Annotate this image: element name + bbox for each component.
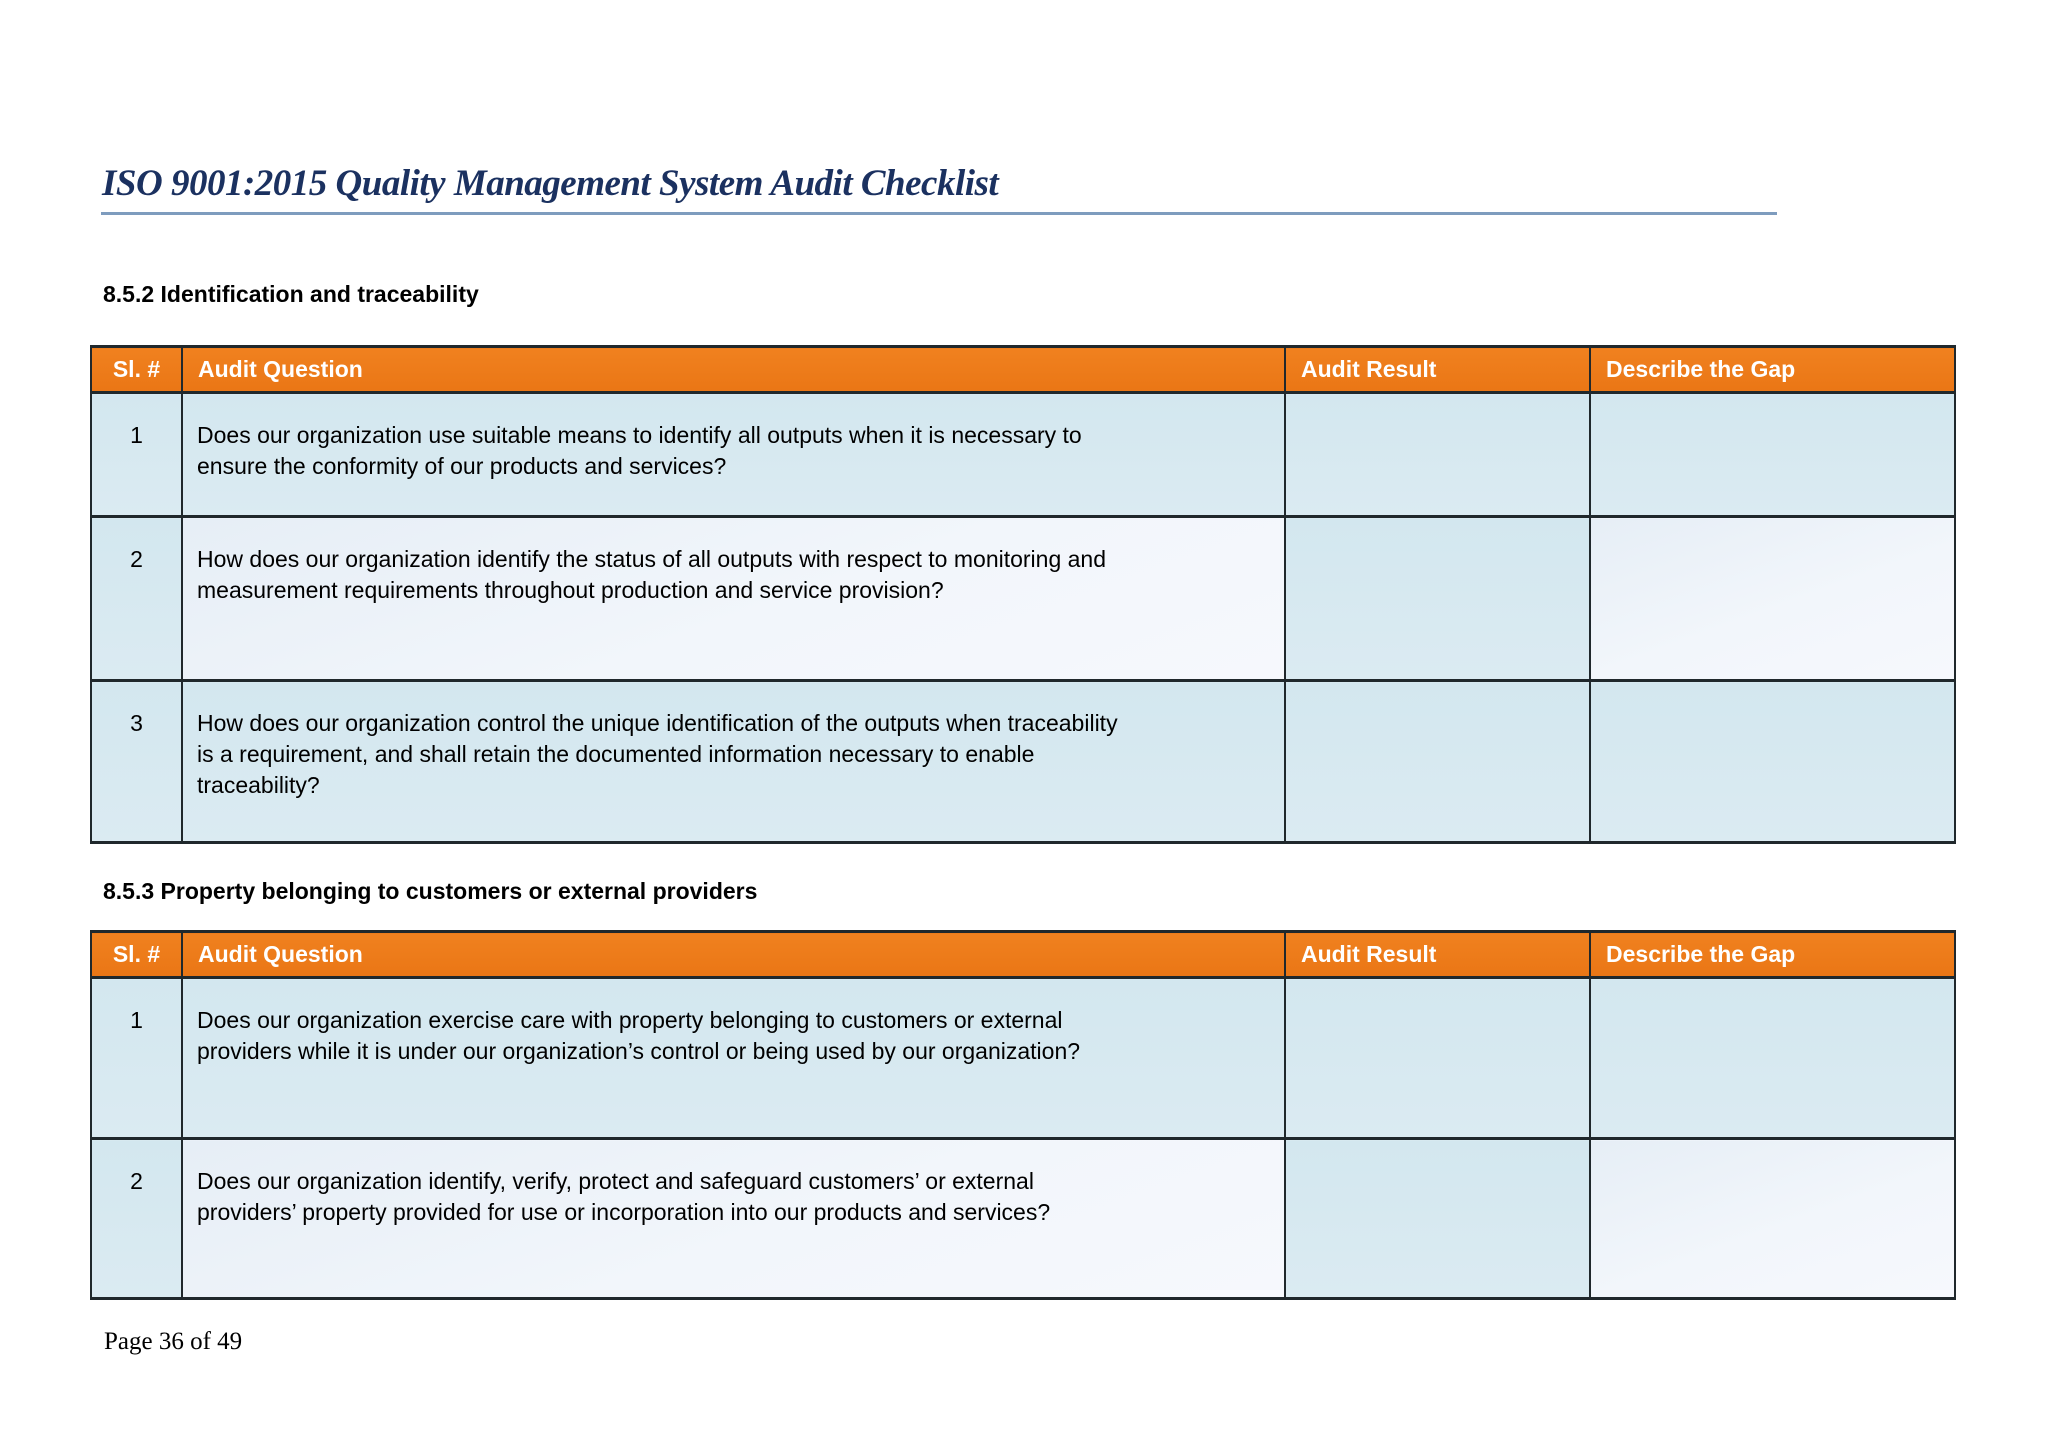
audit-question-cell: Does our organization exercise care with… xyxy=(181,976,1286,1140)
section-heading-852: 8.5.2 Identification and traceability xyxy=(103,281,479,307)
audit-question-cell: Does our organization identify, verify, … xyxy=(181,1137,1286,1300)
column-header-sl: Sl. # xyxy=(90,930,183,979)
describe-gap-cell[interactable] xyxy=(1589,515,1956,682)
audit-question-cell: How does our organization identify the s… xyxy=(181,515,1286,682)
page-footer: Page 36 of 49 xyxy=(104,1328,243,1355)
table-row: 1 Does our organization exercise care wi… xyxy=(90,976,1956,1140)
column-header-gap: Describe the Gap xyxy=(1589,930,1956,979)
row-number-cell: 2 xyxy=(90,515,183,682)
column-header-sl: Sl. # xyxy=(90,345,183,394)
page-title: ISO 9001:2015 Quality Management System … xyxy=(102,163,999,204)
describe-gap-cell[interactable] xyxy=(1589,391,1956,518)
table-row: 1 Does our organization use suitable mea… xyxy=(90,391,1956,518)
audit-result-cell[interactable] xyxy=(1284,1137,1591,1300)
describe-gap-cell[interactable] xyxy=(1589,1137,1956,1300)
section-heading-853: 8.5.3 Property belonging to customers or… xyxy=(103,878,758,904)
audit-result-cell[interactable] xyxy=(1284,976,1591,1140)
column-header-result: Audit Result xyxy=(1284,930,1591,979)
describe-gap-cell[interactable] xyxy=(1589,679,1956,844)
table-row: 3 How does our organization control the … xyxy=(90,679,1956,844)
audit-table-853: Sl. # Audit Question Audit Result Descri… xyxy=(90,930,1956,1300)
row-number-cell: 2 xyxy=(90,1137,183,1300)
audit-question-cell: How does our organization control the un… xyxy=(181,679,1286,844)
audit-question-cell: Does our organization use suitable means… xyxy=(181,391,1286,518)
column-header-question: Audit Question xyxy=(181,345,1286,394)
table-header-row: Sl. # Audit Question Audit Result Descri… xyxy=(90,930,1956,979)
row-number-cell: 3 xyxy=(90,679,183,844)
audit-result-cell[interactable] xyxy=(1284,515,1591,682)
column-header-question: Audit Question xyxy=(181,930,1286,979)
audit-result-cell[interactable] xyxy=(1284,391,1591,518)
audit-result-cell[interactable] xyxy=(1284,679,1591,844)
audit-table-852: Sl. # Audit Question Audit Result Descri… xyxy=(90,345,1956,844)
table-header-row: Sl. # Audit Question Audit Result Descri… xyxy=(90,345,1956,394)
row-number-cell: 1 xyxy=(90,391,183,518)
table-row: 2 Does our organization identify, verify… xyxy=(90,1137,1956,1300)
title-divider xyxy=(101,212,1777,215)
describe-gap-cell[interactable] xyxy=(1589,976,1956,1140)
column-header-result: Audit Result xyxy=(1284,345,1591,394)
column-header-gap: Describe the Gap xyxy=(1589,345,1956,394)
row-number-cell: 1 xyxy=(90,976,183,1140)
table-row: 2 How does our organization identify the… xyxy=(90,515,1956,682)
